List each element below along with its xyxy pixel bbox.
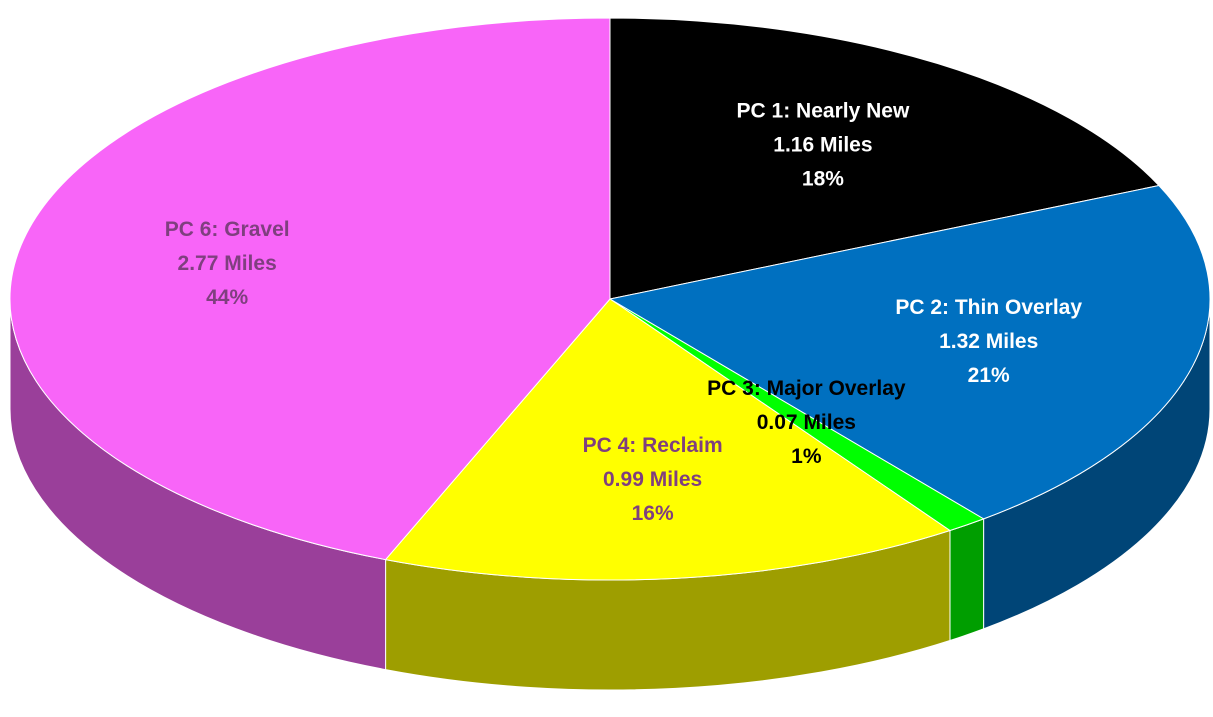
percent-label: 1% — [791, 445, 822, 468]
value-label: 2.77 Miles — [178, 252, 277, 275]
slice-label: PC 4: Reclaim — [583, 434, 723, 457]
percent-label: 21% — [968, 364, 1010, 387]
value-label: 0.99 Miles — [603, 468, 702, 491]
pie-slice — [608, 184, 1211, 520]
value-label: 0.07 Miles — [757, 411, 856, 434]
percent-label: 16% — [632, 502, 674, 525]
pie-slice — [9, 17, 611, 561]
value-label: 1.32 Miles — [939, 330, 1038, 353]
slice-label: PC 6: Gravel — [165, 218, 290, 241]
pie-slice — [609, 17, 1160, 300]
pie-slice — [384, 298, 952, 581]
percent-label: 44% — [206, 286, 248, 309]
slice-label: PC 3: Major Overlay — [707, 377, 906, 400]
value-label: 1.16 Miles — [773, 134, 872, 157]
percent-label: 18% — [802, 168, 844, 191]
slice-label: PC 2: Thin Overlay — [895, 296, 1082, 319]
slice-label: PC 1: Nearly New — [737, 100, 910, 123]
pie-side — [949, 518, 985, 642]
